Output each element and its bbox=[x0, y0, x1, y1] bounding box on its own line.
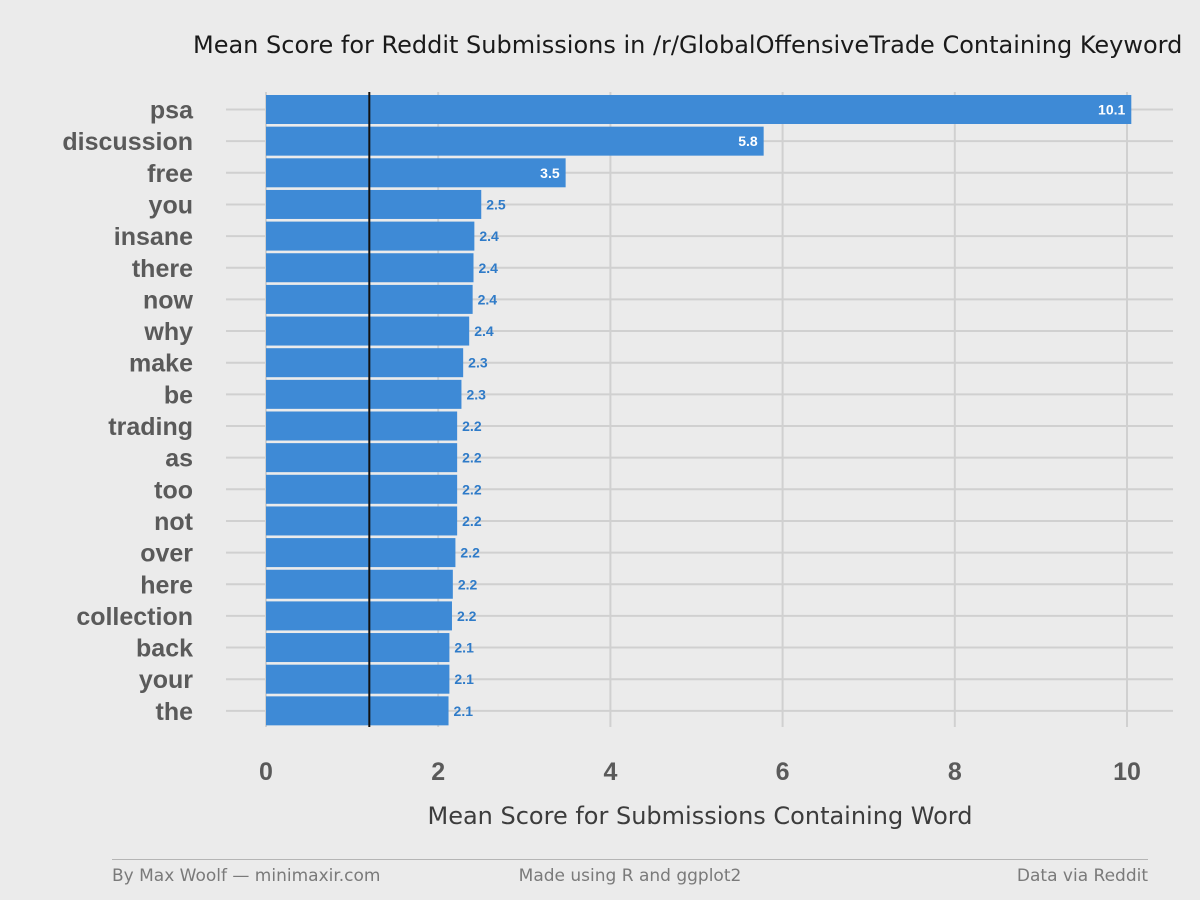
footer-source: Data via Reddit bbox=[1016, 866, 1148, 886]
category-label: insane bbox=[114, 223, 193, 251]
bar-trading bbox=[266, 411, 458, 441]
category-label: here bbox=[140, 571, 193, 599]
category-label: why bbox=[143, 318, 193, 346]
category-label: make bbox=[129, 350, 193, 378]
category-label: you bbox=[149, 191, 193, 219]
bar-discussion bbox=[266, 126, 764, 156]
category-label: your bbox=[139, 666, 193, 694]
footer-credit: By Max Woolf — minimaxir.com bbox=[112, 866, 381, 886]
bar-here bbox=[266, 569, 453, 599]
category-label: the bbox=[156, 698, 194, 726]
bar-be bbox=[266, 379, 462, 409]
bar-you bbox=[266, 189, 482, 219]
category-label: there bbox=[132, 255, 193, 283]
data-label: 2.4 bbox=[479, 228, 499, 244]
category-label: trading bbox=[108, 413, 193, 441]
x-tick-label: 4 bbox=[603, 758, 617, 786]
data-label: 2.3 bbox=[468, 355, 488, 371]
category-label: not bbox=[154, 508, 194, 536]
data-label: 5.8 bbox=[738, 133, 758, 149]
bar-the bbox=[266, 696, 449, 726]
bar-your bbox=[266, 664, 450, 694]
bar-not bbox=[266, 506, 458, 536]
data-label: 2.2 bbox=[462, 481, 482, 497]
category-label: now bbox=[143, 286, 194, 314]
bar-free bbox=[266, 158, 566, 188]
category-label: too bbox=[154, 476, 193, 504]
x-tick-label: 6 bbox=[776, 758, 790, 786]
data-label: 2.2 bbox=[462, 418, 482, 434]
bar-collection bbox=[266, 601, 452, 631]
x-tick-label: 0 bbox=[259, 758, 273, 786]
x-tick-label: 10 bbox=[1113, 758, 1141, 786]
data-label: 2.4 bbox=[474, 323, 494, 339]
category-label: be bbox=[164, 381, 193, 409]
data-label: 10.1 bbox=[1098, 102, 1125, 118]
bar-chart: psa 10.1 discussion 5.8 free 3.5 you 2.5 insane 2… bbox=[62, 92, 1173, 786]
category-label: psa bbox=[150, 97, 194, 125]
data-label: 2.1 bbox=[454, 703, 474, 719]
x-tick-label: 8 bbox=[948, 758, 962, 786]
footer-tools: Made using R and ggplot2 bbox=[518, 866, 742, 886]
data-label: 2.3 bbox=[466, 386, 486, 402]
category-label: collection bbox=[76, 603, 193, 631]
footer: By Max Woolf — minimaxir.com Made using … bbox=[112, 859, 1148, 886]
bar-back bbox=[266, 633, 450, 663]
data-label: 2.2 bbox=[462, 450, 482, 466]
bar-over bbox=[266, 538, 456, 568]
data-label: 2.4 bbox=[478, 291, 498, 307]
category-label: as bbox=[165, 445, 193, 473]
data-label: 2.4 bbox=[479, 260, 499, 276]
bar-make bbox=[266, 348, 464, 378]
data-label: 2.2 bbox=[460, 545, 480, 561]
bar-psa bbox=[266, 95, 1132, 124]
category-label: over bbox=[140, 540, 193, 568]
bar-too bbox=[266, 474, 458, 504]
category-label: back bbox=[136, 635, 193, 663]
category-label: free bbox=[147, 160, 193, 188]
bar-as bbox=[266, 443, 458, 473]
bar-why bbox=[266, 316, 470, 346]
data-label: 2.2 bbox=[462, 513, 482, 529]
chart-title: Mean Score for Reddit Submissions in /r/… bbox=[193, 31, 1183, 59]
x-axis-title: Mean Score for Submissions Containing Wo… bbox=[427, 802, 973, 830]
data-label: 3.5 bbox=[540, 165, 560, 181]
data-label: 2.1 bbox=[454, 640, 474, 656]
category-label: discussion bbox=[62, 128, 193, 156]
data-label: 2.5 bbox=[486, 196, 506, 212]
data-label: 2.2 bbox=[457, 608, 477, 624]
data-label: 2.2 bbox=[458, 576, 478, 592]
data-label: 2.1 bbox=[454, 671, 474, 687]
x-tick-label: 2 bbox=[431, 758, 445, 786]
